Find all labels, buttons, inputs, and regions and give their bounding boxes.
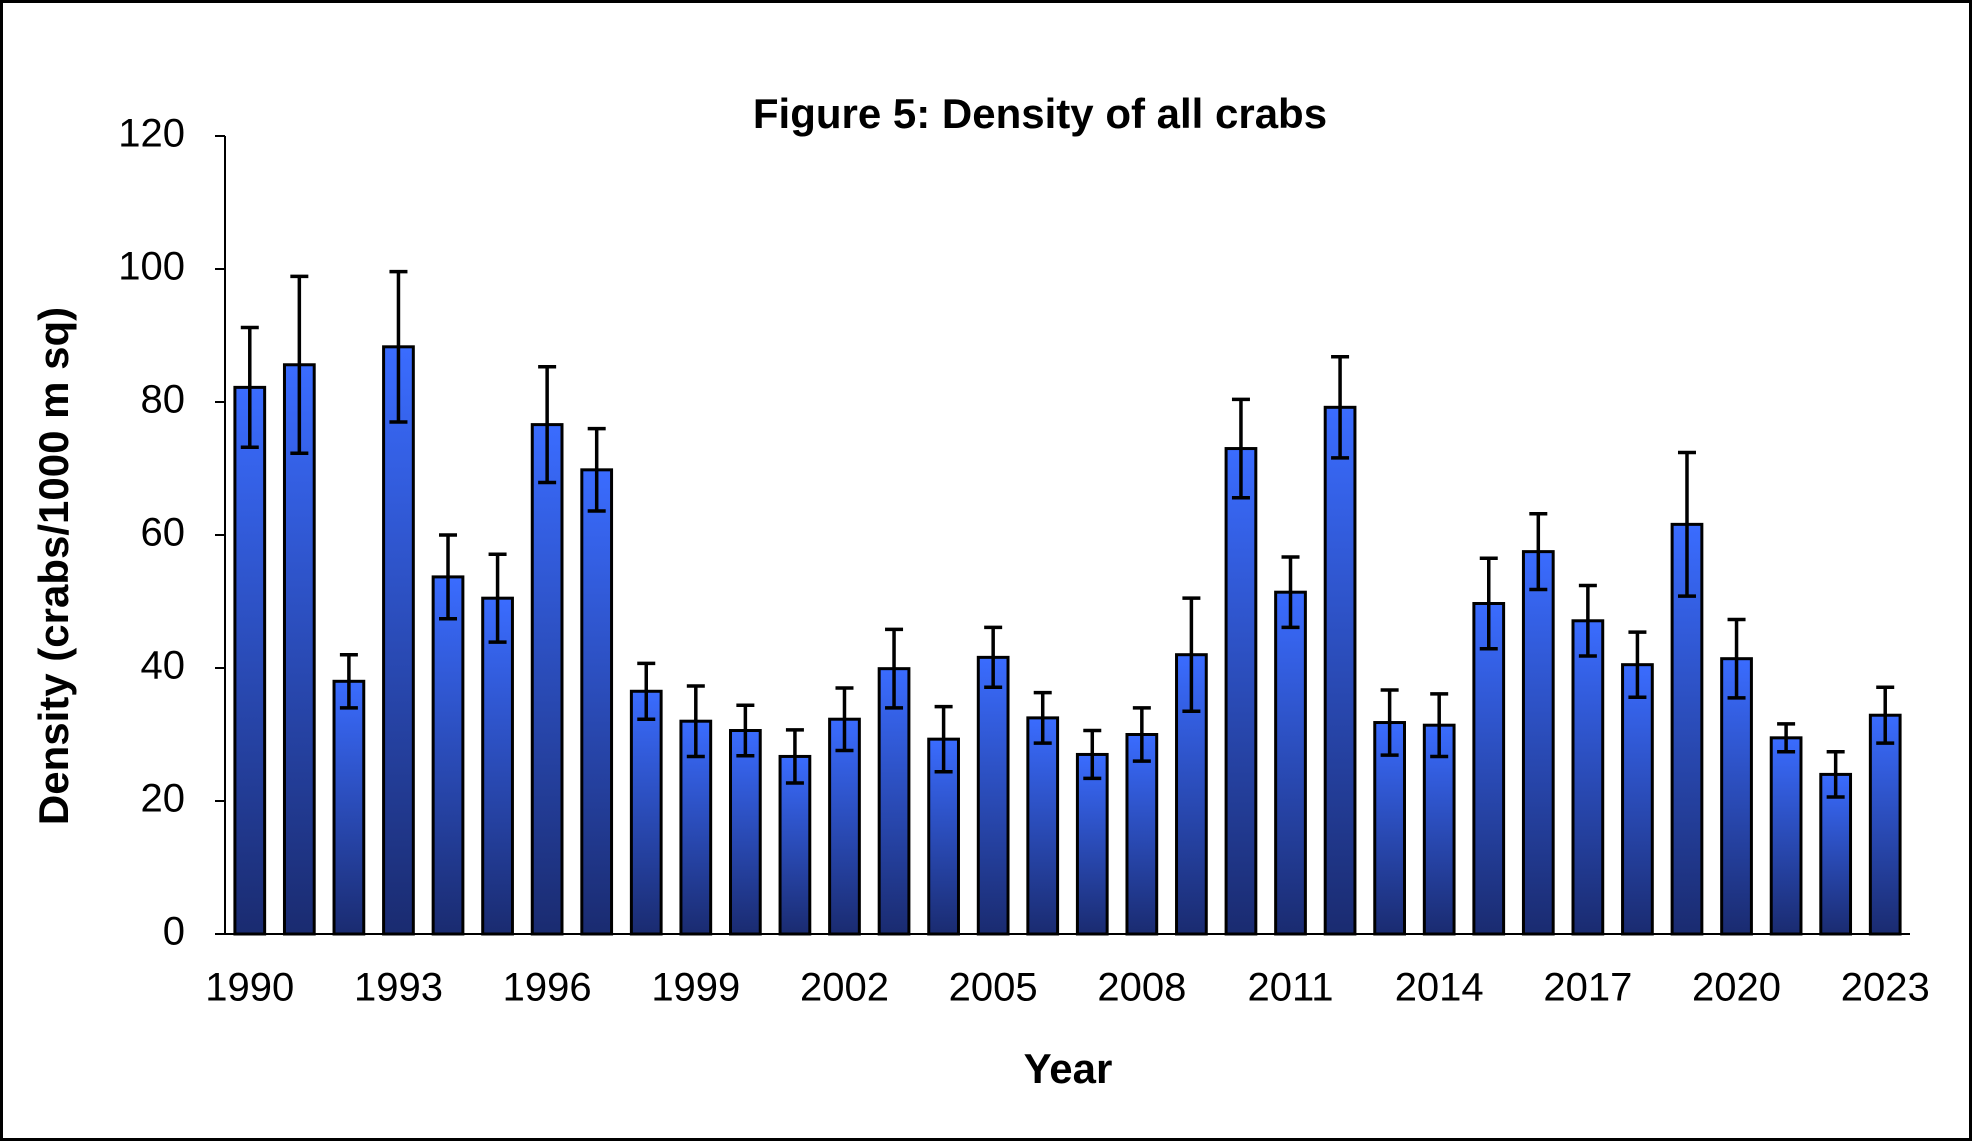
error-bar — [1529, 511, 1548, 592]
bar — [1026, 716, 1060, 936]
error-bar — [1876, 685, 1895, 745]
error-bar — [240, 325, 259, 449]
x-tick-label: 1996 — [503, 966, 592, 1010]
error-bar — [1281, 555, 1300, 630]
bar — [233, 385, 267, 936]
y-tick-label: 60 — [141, 511, 186, 555]
bar — [778, 754, 812, 936]
error-bar — [488, 552, 507, 644]
y-tick-label: 120 — [118, 112, 185, 156]
bar — [1125, 733, 1159, 936]
y-tick-label: 80 — [141, 378, 186, 422]
error-bar — [1727, 617, 1746, 700]
error-bar — [984, 625, 1003, 690]
x-tick-label: 2005 — [949, 966, 1038, 1010]
error-bar — [1430, 692, 1449, 759]
x-tick-label: 1990 — [205, 966, 294, 1010]
y-tick-label: 40 — [141, 644, 186, 688]
bar — [1720, 657, 1753, 936]
bar — [1472, 601, 1506, 936]
bar — [332, 679, 366, 936]
bar — [1422, 723, 1456, 936]
bar — [629, 689, 663, 936]
bar — [580, 468, 614, 936]
bar — [976, 655, 1010, 936]
error-bar — [1331, 355, 1350, 460]
bar — [1769, 736, 1803, 936]
x-tick-label: 2008 — [1097, 966, 1186, 1010]
error-bar — [1479, 556, 1498, 651]
error-bar — [1578, 583, 1597, 658]
error-bar — [736, 703, 755, 758]
y-tick-label: 20 — [141, 777, 186, 821]
x-tick-label: 2023 — [1841, 966, 1930, 1010]
error-bar — [1182, 596, 1201, 713]
bar — [877, 667, 911, 936]
error-bar — [1628, 630, 1647, 700]
bar — [1224, 447, 1258, 936]
error-bar — [637, 661, 656, 721]
bar — [1373, 721, 1406, 936]
error-bar — [290, 274, 309, 455]
error-bar — [686, 684, 705, 759]
error-bar — [1083, 728, 1102, 781]
error-bar — [1380, 688, 1399, 757]
bar — [1571, 619, 1605, 936]
bar — [382, 345, 415, 936]
chart-title: Figure 5: Density of all crabs — [753, 90, 1327, 137]
error-bar — [1132, 706, 1151, 763]
bar — [1621, 663, 1654, 936]
bar — [530, 423, 564, 936]
bar — [1323, 405, 1357, 936]
bar — [481, 596, 514, 936]
bar — [1868, 713, 1902, 936]
x-tick-label: 1993 — [354, 966, 443, 1010]
error-bar — [785, 728, 804, 785]
error-bar — [389, 269, 408, 424]
bar — [1075, 752, 1109, 936]
bar — [431, 575, 465, 936]
error-bar — [835, 686, 854, 753]
error-bar — [1777, 722, 1796, 754]
error-bar — [339, 652, 358, 710]
error-bar — [439, 533, 458, 621]
x-tick-label: 2017 — [1543, 966, 1632, 1010]
bar — [828, 717, 861, 936]
bar — [1521, 550, 1555, 936]
y-axis-label: Density (crabs/1000 m sq) — [30, 307, 77, 825]
error-bar — [538, 365, 557, 485]
error-bar — [587, 426, 606, 513]
error-bar — [885, 627, 904, 710]
x-tick-label: 2014 — [1395, 966, 1484, 1010]
x-tick-label: 1999 — [651, 966, 740, 1010]
bar — [729, 729, 762, 936]
x-tick-label: 2002 — [800, 966, 889, 1010]
error-bar — [1231, 397, 1250, 500]
y-tick-label: 100 — [118, 245, 185, 289]
error-bar — [1677, 450, 1696, 598]
error-bar — [934, 704, 953, 774]
x-tick-label: 2020 — [1692, 966, 1781, 1010]
x-tick-label: 2011 — [1248, 966, 1334, 1010]
bar — [1274, 590, 1307, 936]
error-bar — [1033, 690, 1052, 745]
error-bar — [1826, 750, 1845, 799]
y-tick-label: 0 — [163, 910, 185, 954]
x-axis-label: Year — [1024, 1045, 1113, 1092]
